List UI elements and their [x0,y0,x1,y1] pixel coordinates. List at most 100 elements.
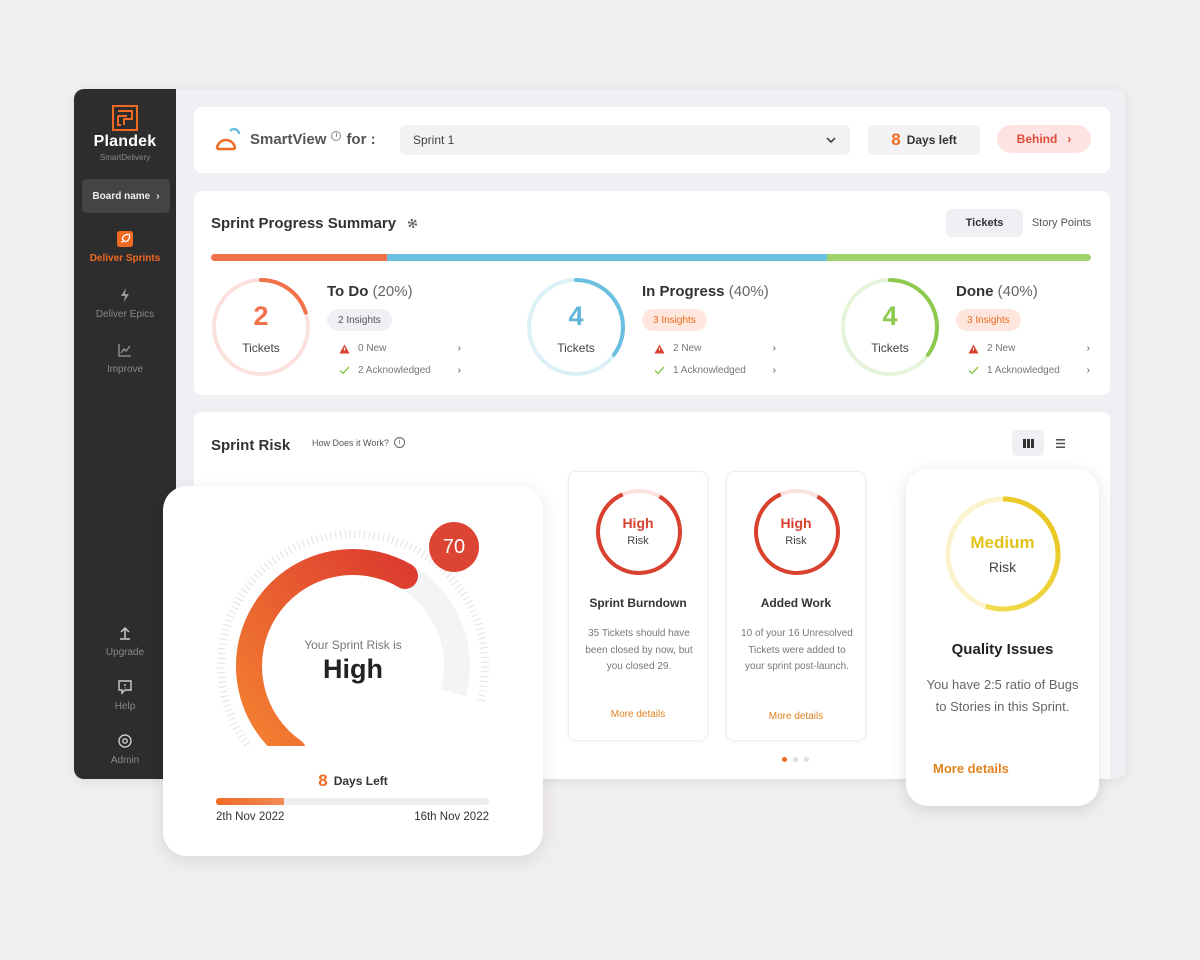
todo-ring [212,278,310,376]
more-details-link[interactable]: More details [933,761,1009,776]
done-count: 4 [882,301,898,331]
stat-done: 4 Tickets Done (40%) 3 Insights 2 New › 1… [840,277,1126,381]
ack-row[interactable]: 2 Acknowledged › [339,365,461,376]
gauge-tick [363,530,366,539]
gauge-tick [478,689,487,693]
status-badge[interactable]: Behind › [997,125,1091,153]
tab-story-points[interactable]: Story Points [1031,217,1092,229]
how-does-it-work-link[interactable]: How Does it Work? i [312,437,405,448]
burndown-risk-ring [596,489,682,575]
gauge-tick [222,628,230,632]
sidebar-item-label: Deliver Sprints [89,253,161,264]
gauge-tick [474,622,483,627]
gear-icon[interactable] [406,217,419,230]
gauge-tick [478,641,488,645]
warning-icon [654,344,665,353]
gauge-tick [243,741,251,747]
risk-word: Risk [988,559,1017,575]
gauge-tick [464,600,473,605]
check-icon [968,366,979,375]
risk-level: Medium [970,533,1035,552]
gauge-tick [451,579,459,586]
sidebar-item-help[interactable]: Help [74,679,176,712]
sprint-dropdown[interactable]: Sprint 1 [400,125,850,155]
sidebar-item-improve[interactable]: Improve [74,342,176,375]
gauge-tick [476,698,485,702]
days-left-label: Days Left [333,774,388,788]
gauge-tick [420,550,426,558]
sidebar-item-label: Upgrade [105,647,145,658]
in-progress-unit: Tickets [557,341,595,355]
gauge-tick [480,651,489,654]
gauge-tick [234,729,243,735]
gauge-tick [334,531,337,540]
carousel-dot[interactable] [782,757,787,762]
more-details-link[interactable]: More details [610,709,666,720]
stat-pct: (40%) [997,283,1038,300]
gauge-tick [471,613,479,618]
admin-gear-icon [118,734,132,748]
done-ring [841,278,939,376]
logo-name: Plandek [93,133,157,150]
list-view-button[interactable] [1044,430,1076,456]
gauge-tick [412,545,418,554]
sidebar-item-deliver-sprints[interactable]: Deliver Sprints [74,231,176,264]
insights-pill[interactable]: 2 Insights [327,309,392,331]
gauge-tick [480,675,489,678]
card-title: Sprint Burndown [589,596,687,610]
gauge-tick [223,623,232,628]
sidebar-item-upgrade[interactable]: Upgrade [74,625,176,658]
board-selector[interactable]: Board name › [82,179,170,213]
how-label: How Does it Work? [312,437,389,448]
section-title: Sprint Progress Summary [211,215,419,232]
card-description: 10 of your 16 Unresolved Tickets were ad… [741,628,853,672]
new-row[interactable]: 0 New › [339,343,461,354]
insights-pill[interactable]: 3 Insights [642,309,707,331]
gauge-tick [228,717,237,722]
ack-row[interactable]: 1 Acknowledged › [968,365,1090,376]
gauge-tick [218,642,227,646]
more-details-link[interactable]: More details [768,711,824,722]
risk-card-burndown: High Risk Sprint Burndown 35 Tickets sho… [568,471,708,741]
gauge-tick [292,543,297,552]
gauge-value: High [323,654,383,684]
info-icon: i [393,437,405,448]
sidebar-item-deliver-epics[interactable]: Deliver Epics [74,287,176,320]
carousel-dot[interactable] [793,757,798,762]
stat-todo: 2 Tickets To Do (20%) 2 Insights 0 New › … [211,277,501,381]
stat-pct: (40%) [728,283,769,300]
risk-card-added-work: High Risk Added Work 10 of your 16 Unres… [726,471,866,741]
gauge-tick [253,573,260,580]
insights-pill[interactable]: 3 Insights [956,309,1021,331]
progress-segment-bar [211,254,1091,261]
gauge-tick [228,609,237,615]
gauge-tick [448,575,456,582]
logo-tagline: SmartDelivery [99,153,151,162]
new-row[interactable]: 2 New › [654,343,776,354]
tab-tickets[interactable]: Tickets [946,209,1023,237]
gauge-tick [457,587,465,593]
days-left-row: 8 Days Left [163,771,543,791]
plandek-logo-icon [112,105,138,131]
gauge-tick [249,576,257,583]
gauge-tick [306,538,310,546]
chevron-down-icon [826,137,836,143]
gauge-tick [267,559,274,567]
new-row[interactable]: 2 New › [968,343,1090,354]
carousel-dots [782,757,809,762]
sidebar-item-admin[interactable]: Admin [74,733,176,766]
for-label: for : [346,131,376,148]
carousel-dot[interactable] [804,757,809,762]
gauge-tick [240,737,248,743]
gauge-tick [469,608,477,614]
todo-title: To Do (20%) [327,283,413,300]
gauge-tick [220,695,229,698]
gauge-tick [445,572,453,579]
chevron-right-icon: › [457,343,461,354]
grid-view-button[interactable] [1012,430,1044,456]
board-label: Board name [92,190,151,202]
stat-title-text: Done [956,283,994,300]
info-icon[interactable]: i [331,130,342,141]
sprint-progress-summary: Sprint Progress Summary Tickets Story Po… [194,191,1110,395]
ack-row[interactable]: 1 Acknowledged › [654,365,776,376]
